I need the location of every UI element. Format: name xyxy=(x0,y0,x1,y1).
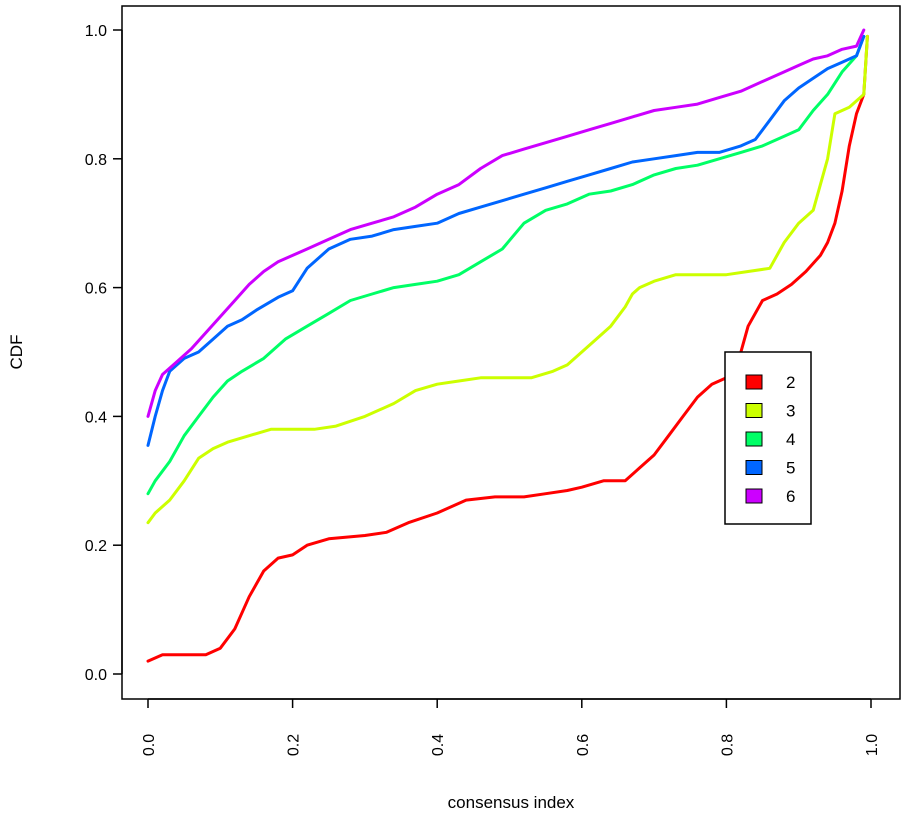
legend-label-2: 2 xyxy=(786,373,795,392)
x-tick-label: 0.0 xyxy=(141,734,158,756)
series-line-2 xyxy=(146,34,869,663)
legend-label-3: 3 xyxy=(786,402,795,421)
x-tick-label: 0.8 xyxy=(719,734,736,756)
y-tick-label: 0.4 xyxy=(85,409,107,426)
legend-swatch-3 xyxy=(745,403,763,418)
legend-items: 2 3 4 5 6 xyxy=(745,373,795,506)
y-tick-label: 0.0 xyxy=(85,667,107,684)
y-tick-label: 1.0 xyxy=(85,23,107,40)
legend-label-4: 4 xyxy=(786,430,795,449)
x-tick-label: 0.2 xyxy=(286,734,303,756)
legend-swatch-5 xyxy=(745,460,763,475)
series-line-6 xyxy=(146,28,866,418)
y-tick-label: 0.6 xyxy=(85,281,107,298)
series-line-3 xyxy=(146,34,869,525)
legend-swatch-4 xyxy=(745,431,763,447)
legend: 2 3 4 5 6 xyxy=(724,351,812,525)
x-axis: 0.0 0.2 0.4 0.6 0.8 1.0 xyxy=(141,698,881,756)
legend-box xyxy=(724,351,812,525)
legend-label-5: 5 xyxy=(786,459,795,478)
y-tick-label: 0.8 xyxy=(85,152,107,169)
x-tick-label: 0.4 xyxy=(430,734,447,756)
x-tick-label: 1.0 xyxy=(864,734,881,756)
y-axis: 0.0 0.2 0.4 0.6 0.8 1.0 xyxy=(85,23,123,684)
legend-swatch-2 xyxy=(745,374,763,390)
legend-swatch-6 xyxy=(745,488,763,504)
series-line-4 xyxy=(146,34,866,496)
y-tick-label: 0.2 xyxy=(85,538,107,555)
legend-label-6: 6 xyxy=(786,487,795,506)
series-lines xyxy=(146,28,869,663)
x-tick-label: 0.6 xyxy=(575,734,592,756)
y-axis-title: CDF xyxy=(7,335,26,370)
x-axis-title: consensus index xyxy=(448,793,575,812)
series-line-5 xyxy=(146,34,866,447)
